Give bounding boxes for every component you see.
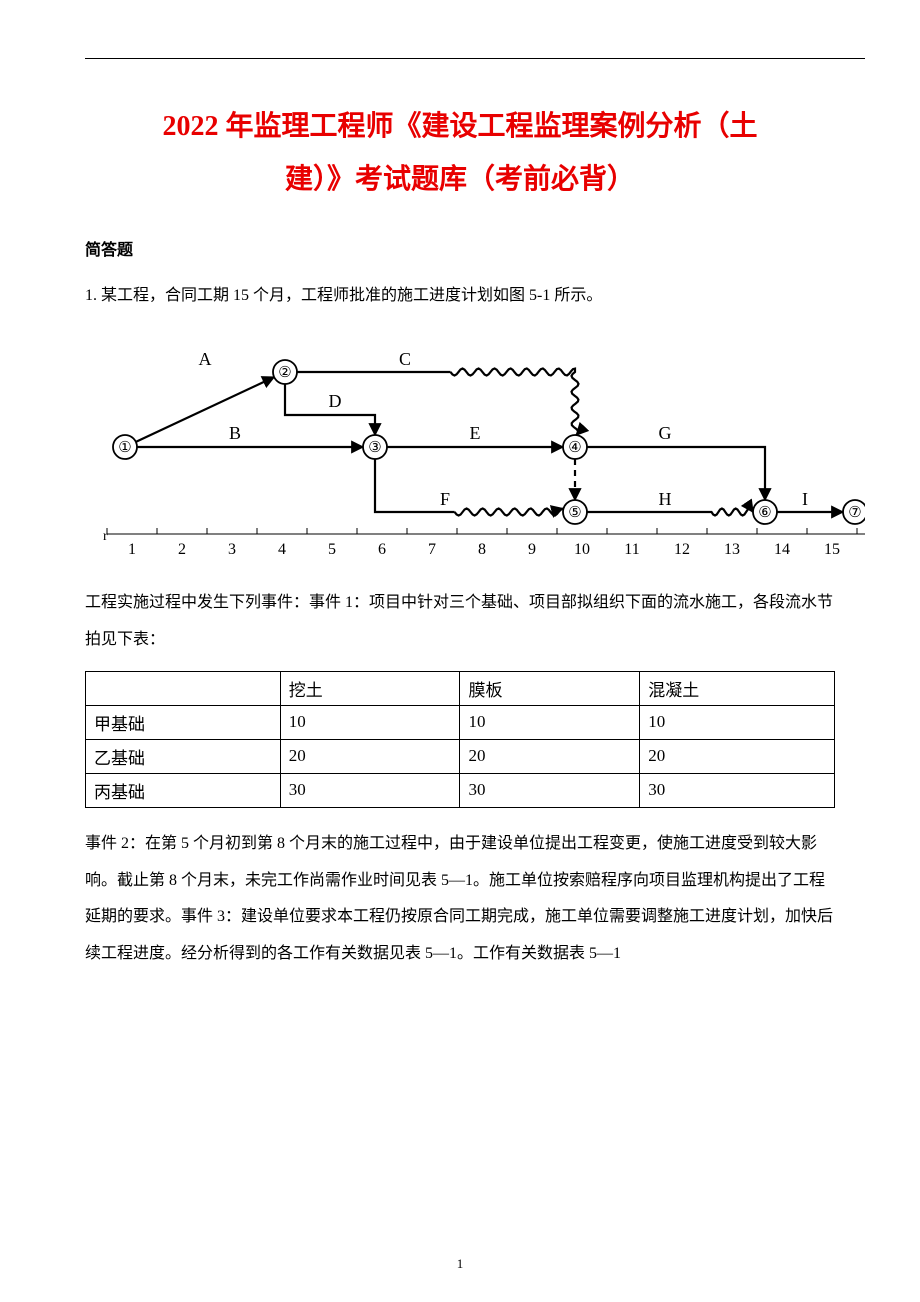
- edge-H: [587, 509, 753, 516]
- table-row: 丙基础303030: [86, 773, 835, 807]
- edge-G: [587, 447, 765, 500]
- table-cell: 10: [640, 705, 835, 739]
- timeline-label: 8: [478, 541, 486, 558]
- table-cell: 30: [640, 773, 835, 807]
- timeline-label: 12: [674, 541, 690, 558]
- table-cell: 甲基础: [86, 705, 281, 739]
- title-line-2: 建）》考试题库（考前必背）: [285, 164, 635, 195]
- network-svg: ACDBEFGHI①②③④⑤⑥⑦r123456789101112131415（月: [85, 327, 865, 567]
- table-header-cell: 膜板: [460, 671, 640, 705]
- node-label-4: ④: [568, 440, 581, 456]
- page-top-rule: [85, 58, 865, 59]
- edge-F: [375, 459, 563, 516]
- flow-table: 挖土膜板混凝土甲基础101010乙基础202020丙基础303030: [85, 671, 835, 808]
- node-label-6: ⑥: [758, 505, 771, 521]
- table-cell: 丙基础: [86, 773, 281, 807]
- table-row: 甲基础101010: [86, 705, 835, 739]
- event-1-text: 工程实施过程中发生下列事件：事件 1：项目中针对三个基础、项目部拟组织下面的流水…: [85, 585, 835, 659]
- edge-label-G: G: [659, 423, 672, 443]
- table-cell: 乙基础: [86, 739, 281, 773]
- table-row: 挖土膜板混凝土: [86, 671, 835, 705]
- section-heading: 简答题: [85, 236, 835, 260]
- timeline-label: 2: [178, 541, 186, 558]
- timeline-label: 10: [574, 541, 590, 558]
- edge-label-E: E: [470, 423, 481, 443]
- node-label-1: ①: [118, 440, 131, 456]
- page-number: 1: [0, 1256, 920, 1272]
- table-row: 乙基础202020: [86, 739, 835, 773]
- edge-label-D: D: [329, 391, 342, 411]
- timeline-label: 6: [378, 541, 386, 558]
- edge-label-F: F: [440, 489, 450, 509]
- timeline-label: 7: [428, 541, 436, 558]
- timeline-label: 4: [278, 541, 286, 558]
- edge-label-H: H: [659, 489, 672, 509]
- timeline-label: 1: [128, 541, 136, 558]
- timeline-label: 9: [528, 541, 536, 558]
- table-cell: 20: [460, 739, 640, 773]
- table-header-cell: 挖土: [280, 671, 460, 705]
- question-1-intro: 1. 某工程，合同工期 15 个月，工程师批准的施工进度计划如图 5-1 所示。: [85, 278, 835, 315]
- edge-label-C: C: [399, 349, 411, 369]
- title-line-1: 2022 年监理工程师《建设工程监理案例分析（土: [162, 111, 757, 142]
- table-cell: 30: [280, 773, 460, 807]
- edge-A: [136, 377, 274, 442]
- table-cell: 10: [460, 705, 640, 739]
- document-title: 2022 年监理工程师《建设工程监理案例分析（土 建）》考试题库（考前必背）: [85, 100, 835, 206]
- node-label-7: ⑦: [848, 505, 861, 521]
- timeline-label: 11: [624, 541, 639, 558]
- edge-label-B: B: [229, 423, 241, 443]
- table-cell: 20: [640, 739, 835, 773]
- table-header-cell: [86, 671, 281, 705]
- node-label-2: ②: [278, 365, 291, 381]
- timeline-label: 5: [328, 541, 336, 558]
- table-cell: 20: [280, 739, 460, 773]
- table-cell: 10: [280, 705, 460, 739]
- timeline-label: 15: [824, 541, 840, 558]
- network-diagram: ACDBEFGHI①②③④⑤⑥⑦r123456789101112131415（月: [85, 327, 835, 567]
- edge-label-I: I: [802, 489, 808, 509]
- table-cell: 30: [460, 773, 640, 807]
- timeline-label: 3: [228, 541, 236, 558]
- edge-label-A: A: [199, 349, 212, 369]
- node-label-3: ③: [368, 440, 381, 456]
- timeline-label: 13: [724, 541, 740, 558]
- node-label-5: ⑤: [568, 505, 581, 521]
- table-header-cell: 混凝土: [640, 671, 835, 705]
- event-2-text: 事件 2：在第 5 个月初到第 8 个月末的施工过程中，由于建设单位提出工程变更…: [85, 826, 835, 973]
- timeline-label: 14: [774, 541, 790, 558]
